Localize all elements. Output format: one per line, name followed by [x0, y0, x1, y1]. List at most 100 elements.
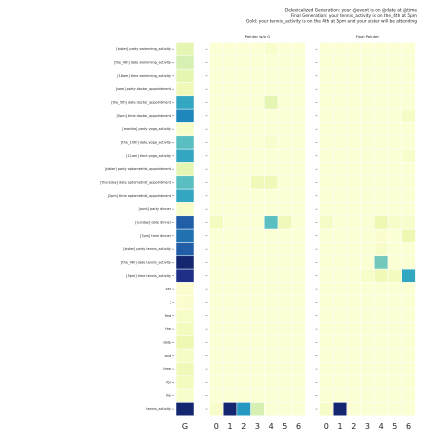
x-tick-label: 2	[351, 422, 356, 431]
cell	[222, 68, 238, 83]
cell	[277, 162, 292, 177]
cell	[332, 148, 348, 163]
cell	[346, 228, 361, 243]
cell	[319, 82, 334, 97]
cell	[360, 95, 375, 110]
cell	[264, 255, 279, 270]
cell	[264, 95, 279, 110]
cell	[360, 55, 375, 70]
cell	[332, 295, 348, 310]
cell	[319, 268, 334, 283]
panel-title: Pointer w/o G	[245, 34, 270, 39]
cell	[332, 348, 348, 363]
cell	[319, 122, 334, 137]
cell	[332, 202, 348, 217]
cell	[374, 55, 389, 70]
cell	[332, 82, 348, 97]
cell	[387, 215, 402, 230]
cell	[374, 268, 389, 283]
cell	[360, 388, 375, 403]
cell	[277, 148, 292, 163]
row-label: [aunt] party dinner	[139, 207, 172, 211]
cell	[236, 242, 251, 257]
cell	[236, 228, 251, 243]
cell	[360, 335, 375, 350]
cell	[332, 255, 348, 270]
cell	[332, 322, 348, 337]
row-label: [sunday] date dinner	[135, 220, 171, 224]
cell	[332, 188, 348, 203]
cell	[236, 82, 251, 97]
cell	[250, 228, 265, 243]
cell	[209, 148, 224, 163]
cell	[277, 375, 292, 390]
cell	[401, 188, 416, 203]
cell	[277, 175, 292, 190]
cell	[387, 268, 402, 283]
cell	[401, 348, 416, 363]
cell	[401, 108, 416, 123]
cell	[250, 202, 265, 217]
cell	[332, 108, 348, 123]
cell	[319, 402, 334, 416]
cell	[360, 82, 375, 97]
gate-cell	[175, 322, 195, 337]
cell	[374, 42, 389, 57]
cell	[264, 295, 279, 310]
cell	[250, 82, 265, 97]
cell	[360, 375, 375, 390]
cell	[387, 282, 402, 297]
cell	[291, 188, 306, 203]
cell	[401, 122, 416, 137]
cell	[222, 95, 238, 110]
cell	[332, 95, 348, 110]
cell	[291, 375, 306, 390]
row-label: for	[166, 380, 171, 384]
cell	[250, 122, 265, 137]
cell	[209, 335, 224, 350]
cell	[387, 108, 402, 123]
cell	[374, 95, 389, 110]
x-tick-label: 5	[392, 422, 397, 431]
cell	[360, 322, 375, 337]
cell	[264, 242, 279, 257]
cell	[222, 255, 238, 270]
cell	[401, 295, 416, 310]
row-label: date	[163, 340, 171, 344]
cell	[277, 268, 292, 283]
cell	[360, 68, 375, 83]
cell	[209, 242, 224, 257]
gate-cell	[175, 95, 195, 110]
cell	[236, 135, 251, 150]
cell	[291, 68, 306, 83]
cell	[319, 42, 334, 57]
row-label: [sister] party swimming_activity	[116, 47, 171, 51]
cell	[319, 228, 334, 243]
cell	[346, 135, 361, 150]
cell	[250, 162, 265, 177]
cell	[264, 375, 279, 390]
cell	[222, 402, 238, 416]
cell	[236, 268, 251, 283]
cell	[222, 122, 238, 137]
x-tick-label: 1	[228, 422, 233, 431]
cell	[236, 55, 251, 70]
cell	[277, 282, 292, 297]
cell	[346, 82, 361, 97]
cell	[222, 388, 238, 403]
cell	[346, 242, 361, 257]
row-label: [7pm] time dinner	[140, 234, 172, 238]
cell	[332, 242, 348, 257]
cell	[291, 242, 306, 257]
cell	[222, 375, 238, 390]
gate-cell	[175, 362, 195, 377]
cell	[291, 335, 306, 350]
gate-cell	[175, 255, 195, 270]
cell	[291, 308, 306, 323]
x-tick-label: 6	[406, 422, 411, 431]
cell	[222, 162, 238, 177]
cell	[250, 282, 265, 297]
row-label: [5pm] time doctor_appointment	[117, 114, 172, 118]
cell	[360, 162, 375, 177]
gate-cell	[175, 42, 195, 57]
